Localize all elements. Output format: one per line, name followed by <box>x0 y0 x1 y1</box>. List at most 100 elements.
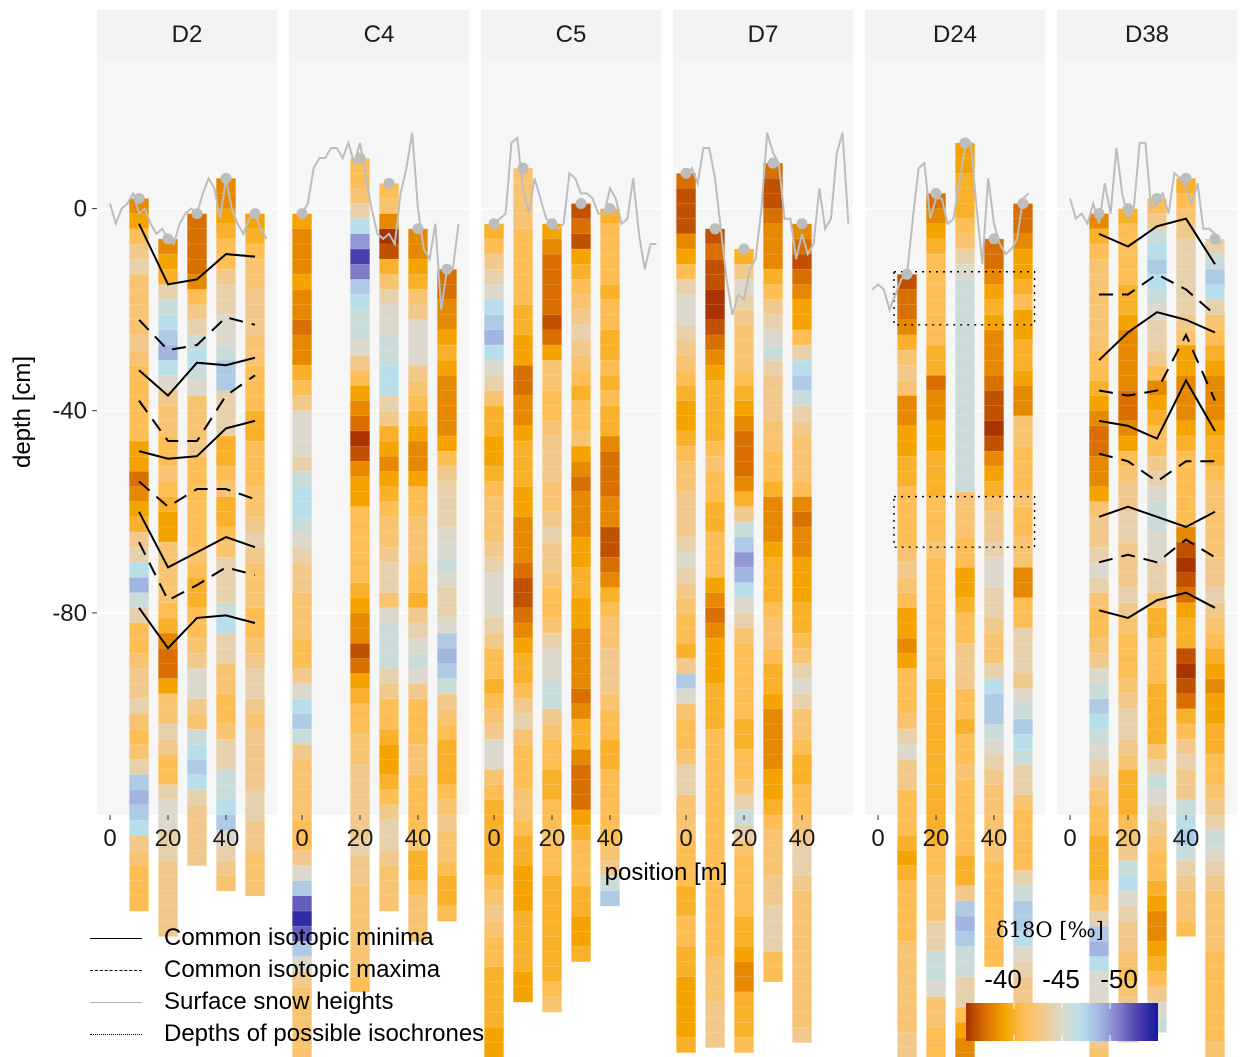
profile-layer <box>676 461 696 477</box>
profile-layer <box>705 819 725 836</box>
profile-layer <box>129 728 149 745</box>
profile-layer <box>1089 410 1109 427</box>
profile-layer <box>513 349 533 366</box>
profile-layer <box>897 637 917 654</box>
profile-layer <box>129 653 149 669</box>
profile-layer <box>676 703 696 720</box>
profile-layer <box>350 370 370 386</box>
profile-layer <box>955 248 975 265</box>
profile-layer <box>734 915 754 932</box>
profile-layer <box>484 587 504 604</box>
profile-layer <box>571 461 591 477</box>
profile-layer <box>676 658 696 675</box>
profile-layer <box>350 567 370 584</box>
profile-layer <box>1205 890 1225 907</box>
profile-layer <box>379 804 399 821</box>
profile-layer <box>484 905 504 922</box>
profile-layer <box>676 931 696 947</box>
profile-layer <box>542 359 562 376</box>
profile-layer <box>542 860 562 877</box>
profile-layer <box>984 951 1004 968</box>
profile-layer <box>926 617 946 634</box>
profile-layer <box>129 456 149 472</box>
profile-layer <box>292 577 312 594</box>
profile-layer <box>484 769 504 786</box>
profile-layer <box>984 632 1004 649</box>
profile-layer <box>1118 905 1138 922</box>
profile-layer <box>408 334 428 351</box>
profile-layer <box>1147 713 1167 730</box>
profile-layer <box>379 728 399 745</box>
profile-layer <box>542 632 562 649</box>
profile-layer <box>216 193 236 210</box>
profile-layer <box>437 557 457 573</box>
profile-layer <box>676 521 696 538</box>
profile-layer <box>1205 587 1225 604</box>
profile-layer <box>571 476 591 493</box>
profile-layer <box>1089 637 1109 654</box>
profile-layer <box>792 1027 812 1043</box>
legend-item-surface: Surface snow heights <box>90 986 484 1018</box>
profile-layer <box>1205 799 1225 816</box>
profile-layer <box>955 385 975 402</box>
profile-layer <box>484 496 504 513</box>
legend-label: Common isotopic minima <box>164 924 434 951</box>
profile-layer <box>1089 880 1109 897</box>
profile-layer <box>955 794 975 811</box>
profile-layer <box>484 299 504 316</box>
profile-layer <box>216 693 236 710</box>
profile-layer <box>897 471 917 488</box>
profile-layer <box>1176 708 1196 725</box>
surface-height-point <box>738 243 750 255</box>
profile-layer <box>1013 567 1033 584</box>
profile-layer <box>129 380 149 397</box>
profile-layer <box>1176 905 1196 922</box>
profile-layer <box>216 511 236 528</box>
profile-layer <box>600 450 620 467</box>
profile-layer <box>292 774 312 791</box>
profile-layer <box>705 274 725 290</box>
profile-layer <box>926 966 946 983</box>
profile-layer <box>350 749 370 765</box>
profile-layer <box>292 456 312 472</box>
profile-layer <box>1013 840 1033 856</box>
profile-layer <box>245 289 265 306</box>
profile-layer <box>734 991 754 1008</box>
profile-layer <box>1147 865 1167 882</box>
profile-layer <box>1147 698 1167 715</box>
profile-layer <box>897 865 917 882</box>
profile-layer <box>926 481 946 498</box>
profile-layer <box>1089 895 1109 912</box>
profile-layer <box>571 612 591 629</box>
profile-layer <box>734 642 754 659</box>
profile-layer <box>676 309 696 326</box>
x-tick-label: 20 <box>923 825 950 852</box>
profile-layer <box>292 637 312 654</box>
profile-layer <box>245 425 265 442</box>
profile-layer <box>926 632 946 649</box>
profile-layer <box>955 506 975 523</box>
profile-layer <box>484 375 504 392</box>
profile-layer <box>1013 809 1033 826</box>
profile-layer <box>571 294 591 311</box>
profile-layer <box>187 592 207 609</box>
profile-layer <box>926 996 946 1013</box>
profile-layer <box>542 420 562 437</box>
profile-layer <box>705 789 725 806</box>
legend-item-minima: Common isotopic minima <box>90 922 484 954</box>
profile-layer <box>1013 718 1033 735</box>
profile-layer <box>158 678 178 695</box>
profile-layer <box>379 713 399 730</box>
profile-layer <box>1118 754 1138 771</box>
profile-layer <box>158 435 178 452</box>
y-tick-label: 0 <box>74 196 87 223</box>
profile-layer <box>1205 526 1225 543</box>
profile-layer <box>734 354 754 371</box>
profile-layer <box>897 607 917 624</box>
profile-layer <box>1118 435 1138 452</box>
profile-layer <box>1176 754 1196 771</box>
profile-layer <box>1013 870 1033 887</box>
profile-layer <box>437 344 457 361</box>
profile-layer <box>1089 243 1109 260</box>
profile-layer <box>187 607 207 624</box>
